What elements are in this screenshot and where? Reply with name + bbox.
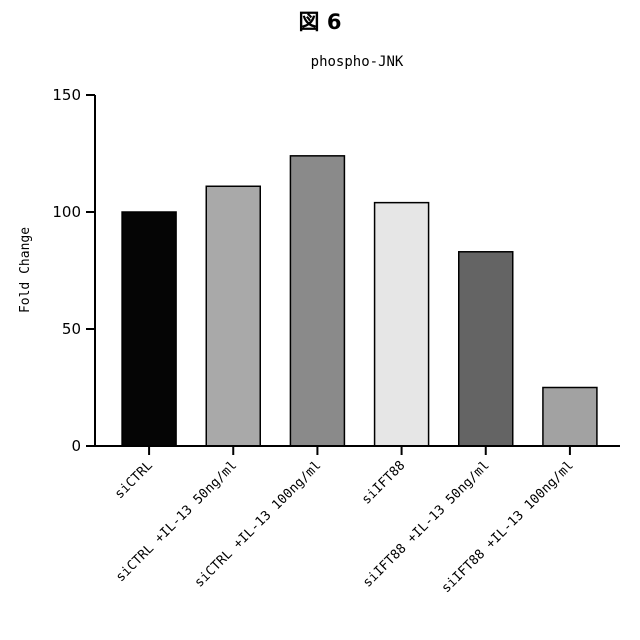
bars-group bbox=[122, 156, 597, 446]
bar bbox=[375, 203, 429, 446]
x-tick-label: siCTRL bbox=[112, 458, 156, 502]
chart-title: phospho-JNK bbox=[311, 54, 404, 70]
y-axis: 0 50 100 150 bbox=[52, 86, 95, 455]
bar bbox=[543, 388, 597, 447]
bar bbox=[459, 252, 513, 446]
x-axis: siCTRLsiCTRL +IL-13 50ng/mlsiCTRL +IL-13… bbox=[95, 446, 620, 596]
y-axis-label: Fold Change bbox=[18, 227, 33, 313]
y-tick-label: 0 bbox=[71, 437, 81, 455]
y-tick-label: 100 bbox=[52, 203, 81, 221]
bar bbox=[122, 212, 176, 446]
bar bbox=[206, 186, 260, 446]
x-tick-label: siIFT88 +IL-13 100ng/ml bbox=[439, 458, 577, 596]
x-tick-label: siIFT88 bbox=[359, 458, 408, 507]
bar bbox=[290, 156, 344, 446]
y-tick-label: 50 bbox=[62, 320, 81, 338]
y-tick-label: 150 bbox=[52, 86, 81, 104]
